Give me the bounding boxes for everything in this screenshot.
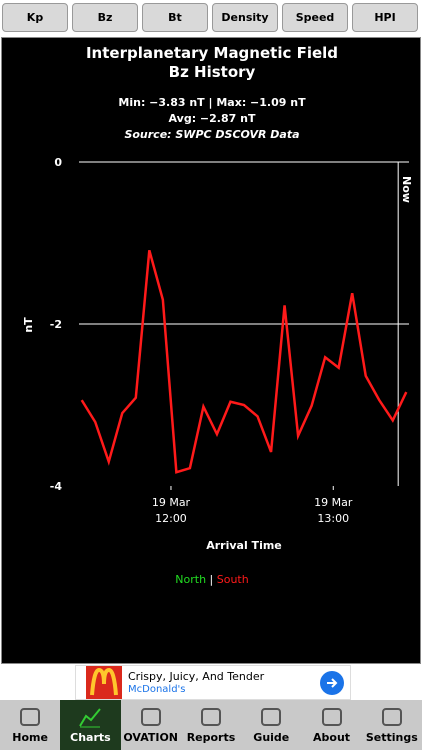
nav-label: Guide	[253, 731, 290, 744]
nav-item[interactable]: Guide	[241, 700, 301, 750]
x-tick-label-line: 19 Mar	[152, 496, 191, 509]
nav-label: Settings	[365, 731, 418, 744]
nav-label: Reports	[186, 731, 236, 744]
tab-button[interactable]: Speed	[282, 3, 348, 32]
ad-banner[interactable]: Crispy, Juicy, And Tender McDonald's	[75, 665, 351, 700]
ad-logo	[86, 666, 122, 699]
chart: Interplanetary Magnetic Field Bz History…	[1, 37, 421, 664]
nav-icon	[261, 708, 282, 726]
nav-icon	[140, 708, 161, 726]
nav-item[interactable]: Reports	[181, 700, 241, 750]
y-tick-label: -4	[50, 480, 63, 493]
nav-item[interactable]: About	[301, 700, 361, 750]
chart-title: Interplanetary Magnetic Field	[86, 44, 338, 62]
x-tick-label-line: 19 Mar	[314, 496, 353, 509]
tab-button[interactable]: HPI	[352, 3, 418, 32]
stats: Min: −3.83 nT | Max: −1.09 nT	[118, 96, 306, 109]
x-tick-label-line: 12:00	[155, 512, 187, 525]
bottom-nav: Home Charts OVATION Reports Guide About Settin…	[0, 700, 422, 750]
legend-separator: |	[206, 573, 217, 586]
nav-item[interactable]: Home	[0, 700, 60, 750]
tab-bar: Kp Bz Bt Density Speed HPI	[0, 3, 422, 33]
tab-button[interactable]: Bz	[72, 3, 138, 32]
y-tick-label: 0	[54, 156, 62, 169]
source: Source: SWPC DSCOVR Data	[124, 128, 299, 141]
chart-subtitle: Bz History	[169, 63, 256, 81]
y-axis-label: nT	[22, 317, 35, 333]
nav-icon	[381, 708, 402, 726]
nav-item[interactable]: OVATION	[121, 700, 181, 750]
legend-entry: North	[175, 573, 206, 586]
tab-button[interactable]: Bt	[142, 3, 208, 32]
nav-icon	[20, 708, 41, 726]
nav-icon	[200, 708, 221, 726]
legend: North | South	[175, 573, 248, 586]
tab-button[interactable]: Kp	[2, 3, 68, 32]
x-tick-label-line: 13:00	[317, 512, 349, 525]
x-axis-label: Arrival Time	[206, 539, 282, 552]
nav-label: Charts	[70, 731, 111, 744]
tab-button[interactable]: Density	[212, 3, 278, 32]
nav-label: About	[313, 731, 351, 744]
x-tick-label: 19 Mar 12:00	[152, 496, 191, 525]
nav-item[interactable]: Charts	[60, 700, 121, 750]
nav-icon	[79, 708, 102, 728]
y-tick-label: -2	[50, 318, 62, 331]
ad-arrow[interactable]	[320, 671, 344, 695]
stats: Avg: −2.87 nT	[169, 112, 256, 125]
nav-icon	[321, 708, 342, 726]
nav-label: OVATION	[123, 731, 179, 744]
now-label: Now	[400, 176, 413, 203]
legend-entry: South	[217, 573, 249, 586]
ad-advertiser: McDonald's	[128, 684, 186, 695]
nav-label: Home	[12, 731, 48, 744]
data-line	[80, 249, 408, 474]
x-tick-label: 19 Mar 13:00	[314, 496, 353, 525]
nav-item[interactable]: Settings	[362, 700, 422, 750]
ad-headline: Crispy, Juicy, And Tender	[128, 670, 265, 683]
